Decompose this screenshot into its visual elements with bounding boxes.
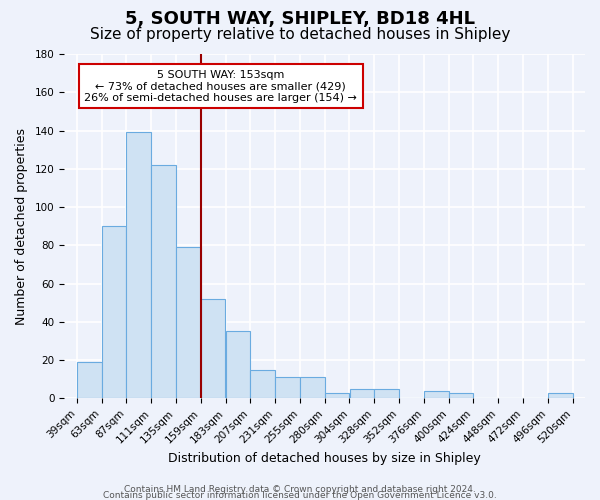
Bar xyxy=(548,392,572,398)
Bar xyxy=(424,391,449,398)
Bar xyxy=(226,332,250,398)
Y-axis label: Number of detached properties: Number of detached properties xyxy=(15,128,28,324)
Bar xyxy=(275,378,300,398)
Bar xyxy=(151,165,176,398)
Bar xyxy=(127,132,151,398)
Bar xyxy=(101,226,127,398)
Bar xyxy=(250,370,275,398)
Bar xyxy=(176,248,200,398)
Text: Contains public sector information licensed under the Open Government Licence v3: Contains public sector information licen… xyxy=(103,490,497,500)
Bar xyxy=(201,299,226,398)
Text: 5 SOUTH WAY: 153sqm
← 73% of detached houses are smaller (429)
26% of semi-detac: 5 SOUTH WAY: 153sqm ← 73% of detached ho… xyxy=(84,70,357,102)
Bar xyxy=(449,392,473,398)
Bar xyxy=(300,378,325,398)
Text: Size of property relative to detached houses in Shipley: Size of property relative to detached ho… xyxy=(90,28,510,42)
Text: Contains HM Land Registry data © Crown copyright and database right 2024.: Contains HM Land Registry data © Crown c… xyxy=(124,484,476,494)
Bar xyxy=(350,389,374,398)
Bar xyxy=(374,389,399,398)
X-axis label: Distribution of detached houses by size in Shipley: Distribution of detached houses by size … xyxy=(169,452,481,465)
Bar xyxy=(325,392,349,398)
Text: 5, SOUTH WAY, SHIPLEY, BD18 4HL: 5, SOUTH WAY, SHIPLEY, BD18 4HL xyxy=(125,10,475,28)
Bar xyxy=(77,362,101,399)
